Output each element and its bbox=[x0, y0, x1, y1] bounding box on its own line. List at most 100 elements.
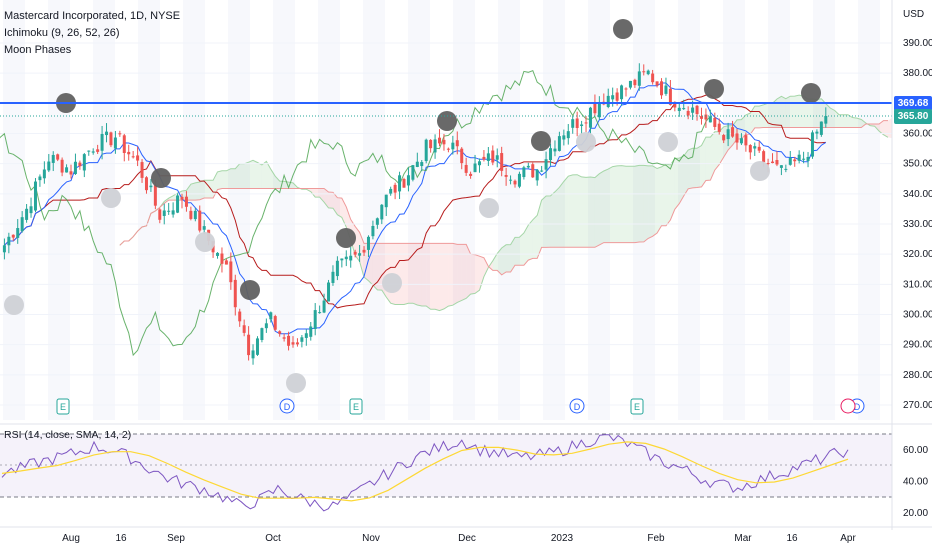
cloud-segment bbox=[745, 113, 751, 135]
candle-body bbox=[455, 140, 459, 147]
price-tick-label: 350.00 bbox=[903, 159, 932, 170]
cloud-segment bbox=[799, 95, 804, 128]
candle-body bbox=[366, 236, 370, 250]
full-moon-marker bbox=[286, 373, 306, 393]
cloud-segment bbox=[586, 176, 591, 248]
candle-body bbox=[624, 88, 628, 90]
cloud-segment bbox=[621, 165, 626, 243]
candle-body bbox=[198, 210, 202, 231]
candle-body bbox=[2, 245, 6, 253]
cloud-segment bbox=[763, 103, 769, 128]
candle-body bbox=[371, 225, 375, 237]
cloud-segment bbox=[452, 243, 458, 306]
cloud-segment bbox=[337, 197, 342, 218]
cloud-segment bbox=[674, 158, 680, 210]
candle-body bbox=[504, 175, 508, 177]
cloud-segment bbox=[497, 247, 502, 275]
rsi-axis[interactable]: 20.00 40.00 60.00 bbox=[903, 445, 928, 519]
cloud-segment bbox=[834, 110, 840, 128]
candle-body bbox=[269, 312, 273, 320]
candle-body bbox=[131, 156, 135, 158]
candle-body bbox=[571, 119, 575, 128]
candle-body bbox=[158, 209, 162, 220]
cloud-segment bbox=[657, 166, 662, 233]
candlesticks bbox=[2, 63, 828, 365]
time-tick-label: Dec bbox=[458, 533, 476, 544]
time-axis[interactable]: Aug 16 Sep Oct Nov Dec 2023 Feb Mar 16 Apr bbox=[62, 533, 856, 544]
candle-body bbox=[806, 156, 810, 162]
candle-body bbox=[633, 79, 637, 86]
cloud-segment bbox=[470, 254, 476, 295]
cloud-segment bbox=[230, 168, 236, 189]
cloud-segment bbox=[457, 244, 462, 303]
candle-body bbox=[637, 71, 641, 86]
cloud-segment bbox=[661, 164, 666, 226]
candle-body bbox=[704, 114, 708, 120]
moon-phases-legend[interactable]: Moon Phases bbox=[4, 44, 72, 56]
cloud-segment bbox=[435, 243, 440, 311]
cloud-segment bbox=[794, 95, 800, 128]
candle-body bbox=[322, 300, 326, 313]
rsi-legend[interactable]: RSI (14, close, SMA, 14, 2) bbox=[4, 429, 132, 441]
cloud-segment bbox=[199, 180, 205, 200]
cloud-segment bbox=[319, 188, 325, 203]
senkou-span-b bbox=[119, 120, 888, 276]
candle-body bbox=[65, 167, 69, 173]
candle-body bbox=[819, 121, 823, 135]
price-tick-label: 290.00 bbox=[903, 340, 932, 351]
cloud-segment bbox=[239, 163, 245, 189]
candle-body bbox=[668, 88, 672, 105]
candle-body bbox=[677, 107, 681, 112]
price-axis[interactable]: 270.00 280.00 290.00 300.00 310.00 320.00 330.… bbox=[903, 38, 932, 411]
candle-body bbox=[726, 129, 730, 140]
currency-label: USD bbox=[903, 9, 924, 20]
price-grid bbox=[0, 42, 892, 406]
candle-body bbox=[144, 177, 148, 191]
candle-body bbox=[167, 210, 171, 212]
cloud-segment bbox=[563, 176, 569, 248]
candle-body bbox=[699, 116, 703, 119]
candle-body bbox=[349, 255, 353, 261]
ichimoku-legend[interactable]: Ichimoku (9, 26, 52, 26) bbox=[4, 27, 120, 39]
candle-body bbox=[82, 154, 86, 171]
cloud-segment bbox=[612, 165, 618, 243]
cloud-segment bbox=[559, 181, 564, 248]
cloud-segment bbox=[479, 256, 484, 291]
earnings-marker-label: E bbox=[353, 402, 359, 412]
candle-body bbox=[446, 148, 450, 150]
time-tick-label: Nov bbox=[362, 533, 380, 544]
cloud-segment bbox=[568, 174, 573, 248]
cloud-segment bbox=[532, 215, 538, 259]
rsi-tick-label: 40.00 bbox=[903, 476, 928, 487]
time-tick-label: Apr bbox=[840, 533, 856, 544]
new-moon-marker bbox=[437, 111, 457, 131]
price-tick-label: 320.00 bbox=[903, 249, 932, 260]
candle-body bbox=[584, 122, 588, 124]
cloud-segment bbox=[590, 176, 595, 248]
cloud-segment bbox=[843, 114, 848, 128]
candle-body bbox=[300, 337, 304, 342]
candle-body bbox=[122, 135, 126, 154]
cloud-segment bbox=[665, 164, 671, 226]
candle-body bbox=[7, 236, 11, 246]
full-moon-marker bbox=[4, 295, 24, 315]
cloud-segment bbox=[554, 187, 560, 248]
cloud-segment bbox=[528, 219, 533, 261]
new-moon-marker bbox=[531, 131, 551, 151]
candle-body bbox=[477, 161, 481, 166]
cloud-segment bbox=[626, 166, 631, 243]
candle-body bbox=[735, 133, 739, 143]
cloud-segment bbox=[408, 243, 413, 304]
symbol-title[interactable]: Mastercard Incorporated, 1D, NYSE bbox=[4, 10, 181, 22]
cloud-segment bbox=[461, 244, 467, 301]
session-stripe bbox=[768, 0, 790, 420]
candle-body bbox=[717, 123, 721, 132]
cloud-segment bbox=[359, 232, 365, 278]
moon-phase-markers bbox=[4, 19, 821, 393]
candle-body bbox=[442, 139, 446, 145]
earnings-marker bbox=[349, 398, 363, 415]
candle-body bbox=[176, 195, 180, 213]
candle-body bbox=[184, 196, 188, 207]
candle-body bbox=[149, 185, 153, 188]
